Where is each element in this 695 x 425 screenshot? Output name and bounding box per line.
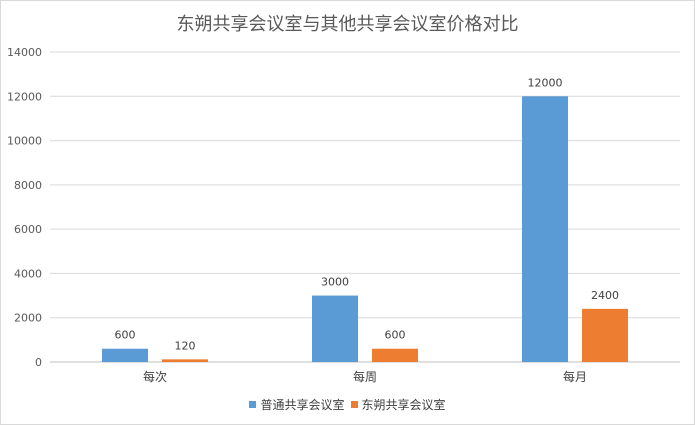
data-label: 2400 <box>591 289 619 302</box>
y-tick-label: 14000 <box>7 46 42 59</box>
bar <box>372 348 418 362</box>
legend-label-series-1: 东朔共享会议室 <box>361 398 446 412</box>
y-tick-label: 0 <box>35 356 42 369</box>
legend-item-series-0: 普通共享会议室 <box>249 396 345 413</box>
y-tick-label: 2000 <box>14 312 42 325</box>
legend-item-series-1: 东朔共享会议室 <box>350 396 446 413</box>
x-tick-label: 每月 <box>563 369 587 384</box>
legend-label-series-0: 普通共享会议室 <box>260 398 345 412</box>
y-tick-label: 4000 <box>14 267 42 280</box>
data-label: 600 <box>115 329 136 342</box>
legend: 普通共享会议室 东朔共享会议室 <box>0 396 695 413</box>
y-tick-label: 12000 <box>7 90 42 103</box>
chart-title: 东朔共享会议室与其他共享会议室价格对比 <box>176 14 519 35</box>
data-label: 12000 <box>528 76 563 89</box>
data-label: 600 <box>385 329 406 342</box>
x-tick-label: 每次 <box>143 369 167 384</box>
legend-swatch-series-1 <box>350 401 358 408</box>
legend-swatch-series-0 <box>249 401 257 408</box>
bar <box>312 295 358 362</box>
bar <box>162 359 208 362</box>
bar <box>522 96 568 363</box>
y-tick-label: 10000 <box>7 135 42 148</box>
y-tick-label: 6000 <box>14 223 42 236</box>
y-tick-label: 8000 <box>14 179 42 192</box>
data-label: 3000 <box>321 276 349 289</box>
bar <box>582 308 628 362</box>
bar <box>102 348 148 362</box>
data-label: 120 <box>175 339 196 352</box>
x-tick-label: 每周 <box>353 369 377 384</box>
